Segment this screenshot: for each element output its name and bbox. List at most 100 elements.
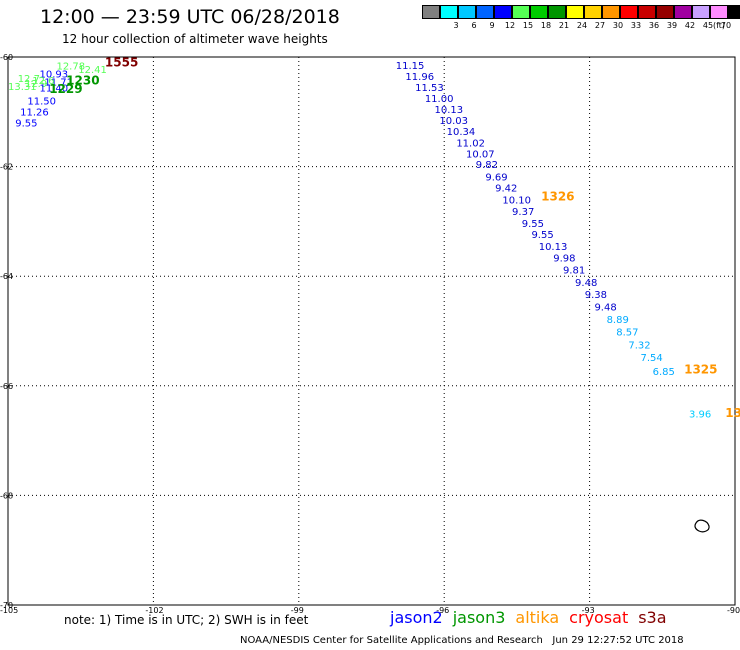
colorbar-cell: 36 [637,5,659,30]
wave-height-value: 12.7 [18,74,40,85]
map-title: 12:00 — 23:59 UTC 06/28/2018 [40,6,340,28]
wave-height-value: 11.02 [456,138,485,149]
wave-height-value: 10.93 [40,69,69,80]
colorbar-cell: 27 [583,5,606,30]
legend-jason2: jason2 [390,608,443,627]
colorbar-cell: 6 [457,5,477,30]
colorbar-swatch [691,5,710,19]
colorbar-label: 9 [489,21,495,30]
satellite-legend: jason2 jason3 altika cryosat s3a [390,608,677,627]
colorbar-cell: 24 [565,5,587,30]
lat-tick-label: -68 [0,491,13,500]
wave-height-value: 9.82 [476,160,498,171]
wave-height-value: 9.81 [563,265,585,276]
colorbar-cell: 33 [619,5,642,30]
colorbar-label: 27 [594,21,606,30]
wave-height-value: 6.85 [653,367,675,378]
colorbar-swatch [619,5,638,19]
wave-height-value: 9.42 [495,183,517,194]
colorbar-label: 42 [684,21,696,30]
pass-time-label: 1229 [49,82,82,96]
colorbar-label: 33 [630,21,642,30]
map-border [7,56,736,606]
colorbar-cell: 70 [709,5,731,30]
wave-height-value: 9.48 [594,303,616,314]
wave-height-value: 10.13 [435,105,464,116]
axis-tick-labels: -105 -102 -99 -96 -93 -90 -60 -62 -64 -66 -68 -70 [0,53,740,615]
pass-time-label: 13 [725,406,740,420]
colorbar-swatch [439,5,458,19]
colorbar-cell: 39 [655,5,678,30]
wave-height-value: 10.10 [502,195,531,206]
wave-height-value: 11.53 [415,83,444,94]
lat-tick-label: -66 [0,382,13,391]
colorbar-label: 30 [612,21,624,30]
colorbar-swatch [583,5,602,19]
colorbar-swatch [727,5,740,19]
wave-height-colorbar: 3 6 9 12 15 18 21 24 27 30 33 36 39 42 45 70 [421,5,740,30]
wave-height-value: 9.55 [15,119,37,130]
map-gridlines [8,57,735,605]
colorbar-cell: 42 [673,5,696,30]
wave-height-value: 10.03 [439,116,468,127]
colorbar-swatch [637,5,656,19]
colorbar-label: 6 [471,21,477,30]
footnote: note: 1) Time is in UTC; 2) SWH is in fe… [64,613,309,627]
lon-tick-label: -99 [291,606,304,615]
colorbar-label: 3 [453,21,459,30]
wave-height-value: 10.34 [447,127,476,138]
colorbar-cell: 15 [511,5,533,30]
wave-height-value: 9.98 [553,253,575,264]
colorbar-cell: 3 [439,5,459,30]
wave-height-value: 11.15 [396,61,425,72]
colorbar-unit: (ft) [713,21,726,30]
colorbar-cell [421,5,440,30]
lat-tick-label: -60 [0,53,13,62]
wave-height-value: 10.13 [539,242,568,253]
legend-s3a: s3a [638,608,667,627]
wave-height-value: 11.40 [40,84,69,95]
wave-height-value: 10.07 [466,149,495,160]
lon-tick-label: -105 [0,606,18,615]
colorbar-swatch [673,5,692,19]
lat-tick-label: -64 [0,272,13,281]
wave-height-value: 11.00 [425,94,454,105]
colorbar-cell [727,5,740,30]
wave-height-value: 13.31 [8,82,37,93]
lon-tick-label: -96 [436,606,449,615]
coastline [694,519,710,533]
wave-height-value: 12.9 [25,79,47,90]
wave-height-value: 8.57 [616,327,638,338]
map-frame [7,56,736,606]
colorbar-label: 45 [702,21,714,30]
colorbar-label: 21 [558,21,570,30]
wave-height-value: 9.38 [585,290,607,301]
wave-height-value: 11.71 [44,77,73,88]
wave-height-value: 9.69 [485,172,507,183]
credit-line: NOAA/NESDIS Center for Satellite Applica… [240,635,684,646]
colorbar-label: 12 [504,21,516,30]
lon-tick-label: -90 [727,606,740,615]
wave-height-value: 12.78 [56,62,85,73]
colorbar-swatch [709,5,728,19]
wave-height-value: 9.55 [531,230,553,241]
colorbar-swatch [601,5,620,19]
colorbar-cell: 21 [547,5,570,30]
colorbar-swatch [655,5,674,19]
wave-height-value: 7.32 [628,341,650,352]
colorbar-label: 39 [666,21,678,30]
pass-time-label: 1325 [684,363,717,377]
wave-height-value: 11.96 [405,72,434,83]
wave-height-value: 3.96 [689,410,711,421]
lon-tick-label: -93 [582,606,595,615]
colorbar-swatch [421,5,440,19]
wave-height-value: 9.55 [522,219,544,230]
colorbar-swatch [529,5,548,19]
island-outline [694,519,710,533]
wave-height-value: 9.48 [575,278,597,289]
legend-altika: altika [515,608,560,627]
colorbar-swatch [511,5,530,19]
pass-time-label: 1230 [66,73,99,87]
